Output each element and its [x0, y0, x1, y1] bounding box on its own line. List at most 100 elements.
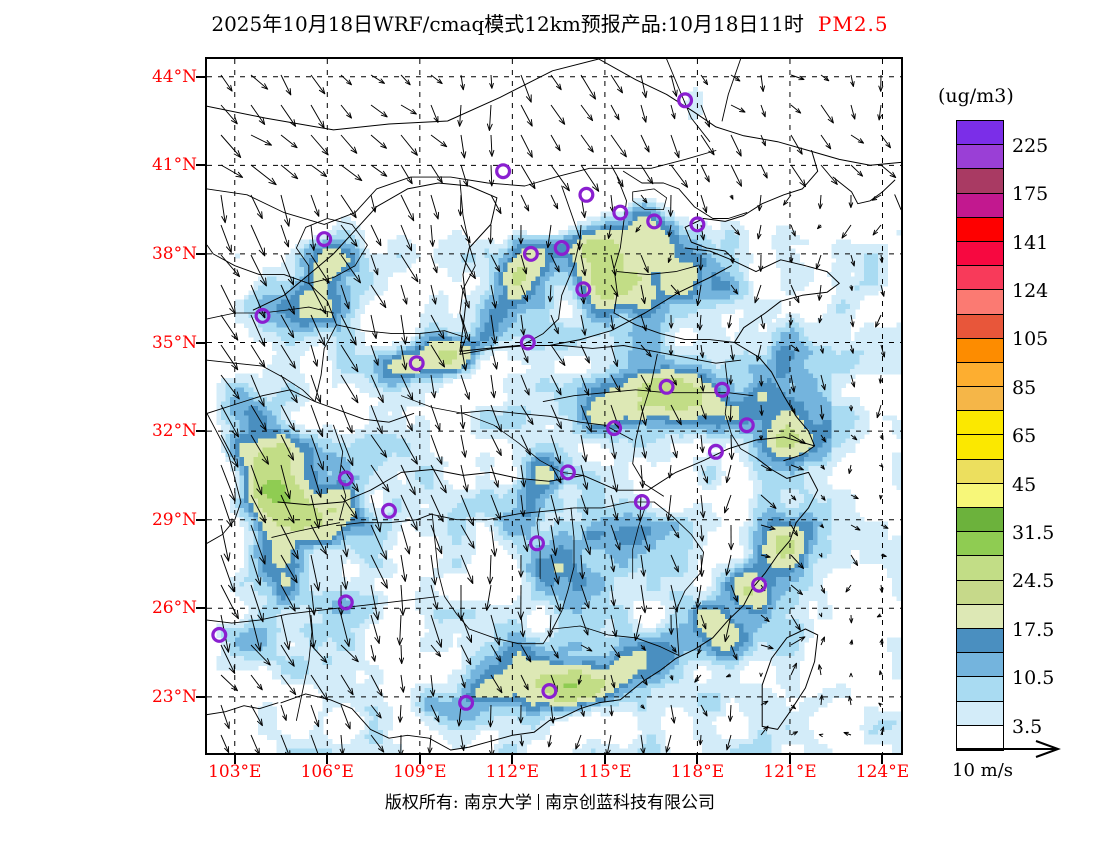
chart-title: 2025年10月18日WRF/cmaq模式12km预报产品:10月18日11时 P… [0, 8, 1100, 38]
city-marker-icon[interactable] [337, 470, 354, 487]
colorbar-tick-label: 141 [1012, 231, 1049, 254]
city-marker-icon[interactable] [529, 535, 546, 552]
colorbar-band[interactable] [957, 532, 1003, 557]
footer-divider [538, 794, 540, 810]
x-axis-tick-label: 118°E [670, 762, 725, 782]
colorbar-band[interactable] [957, 508, 1003, 533]
x-axis-tick [233, 755, 236, 764]
colorbar-tick-label: 105 [1012, 328, 1049, 351]
city-marker-layer[interactable] [211, 92, 768, 711]
colorbar-band[interactable] [957, 169, 1003, 194]
colorbar-band[interactable] [957, 338, 1003, 363]
colorbar-band[interactable] [957, 701, 1003, 726]
x-axis-tick-label: 112°E [485, 762, 540, 782]
colorbar-band[interactable] [957, 145, 1003, 170]
colorbar-band[interactable] [957, 314, 1003, 339]
colorbar-tick-label: 225 [1012, 134, 1049, 157]
x-axis-tick-label: 115°E [578, 762, 632, 782]
colorbar-band[interactable] [957, 193, 1003, 218]
city-marker-icon[interactable] [553, 240, 570, 257]
map-plot-area[interactable] [205, 57, 903, 755]
colorbar-band[interactable] [957, 435, 1003, 460]
city-marker-icon[interactable] [559, 464, 576, 481]
city-marker-icon[interactable] [612, 204, 629, 221]
colorbar-band[interactable] [957, 725, 1003, 750]
y-axis-labels: 44°N 41°N 38°N 35°N 32°N 29°N 26°N 23°N [105, 57, 197, 755]
city-marker-icon[interactable] [714, 381, 731, 398]
y-axis-tick-label: 41°N [151, 155, 197, 176]
city-marker-icon[interactable] [578, 186, 595, 203]
x-axis-tick-label: 106°E [300, 762, 354, 782]
city-marker-icon[interactable] [337, 594, 354, 611]
x-axis-tick [696, 755, 699, 764]
city-marker-icon[interactable] [738, 417, 755, 434]
colorbar-band[interactable] [957, 628, 1003, 654]
city-marker-icon[interactable] [677, 92, 694, 109]
city-marker-icon[interactable] [254, 307, 271, 324]
wind-arrow-icon [956, 740, 1061, 758]
city-marker-icon[interactable] [606, 420, 623, 437]
colorbar-tick-label: 3.5 [1012, 715, 1043, 738]
colorbar-band[interactable] [957, 483, 1003, 508]
city-marker-icon[interactable] [408, 355, 425, 372]
y-axis-ticks [196, 57, 205, 755]
colorbar-band[interactable] [957, 653, 1003, 678]
city-marker-icon[interactable] [211, 626, 228, 643]
city-marker-icon[interactable] [707, 443, 724, 460]
colorbar-swatches[interactable] [956, 120, 1004, 751]
city-marker-icon[interactable] [689, 216, 706, 233]
y-axis-tick [196, 252, 205, 255]
colorbar-band[interactable] [957, 411, 1003, 436]
colorbar-band[interactable] [957, 459, 1003, 484]
city-marker-icon[interactable] [316, 231, 333, 248]
colorbar-band[interactable] [957, 362, 1003, 388]
x-axis-tick [418, 755, 421, 764]
colorbar-tick-label: 65 [1012, 425, 1037, 448]
city-marker-icon[interactable] [381, 502, 398, 519]
colorbar-band[interactable] [957, 241, 1003, 267]
colorbar-band[interactable] [957, 677, 1003, 702]
concentration-field [216, 86, 901, 753]
city-marker-icon[interactable] [751, 576, 768, 593]
colorbar-tick-label: 10.5 [1012, 667, 1055, 690]
map-canvas [207, 59, 901, 753]
city-marker-icon[interactable] [495, 163, 512, 180]
footer-left-text: 版权所有: 南京大学 [384, 793, 533, 813]
x-axis-tick [881, 755, 884, 764]
y-axis-tick [196, 430, 205, 433]
city-marker-icon[interactable] [541, 682, 558, 699]
colorbar-band[interactable] [957, 121, 1003, 146]
wind-scale-legend: 10 m/s [952, 738, 1092, 788]
x-axis-tick [326, 755, 329, 764]
title-species-label: PM2.5 [817, 12, 889, 36]
city-marker-icon[interactable] [575, 281, 592, 298]
y-axis-tick [196, 695, 205, 698]
colorbar-band[interactable] [957, 580, 1003, 605]
colorbar-panel: (ug/m3) 225 175 141 124 105 85 65 45 31.5 24.5 17.… [930, 85, 1100, 785]
city-marker-icon[interactable] [633, 494, 650, 511]
colorbar-band[interactable] [957, 290, 1003, 315]
colorbar-tick-label: 175 [1012, 183, 1049, 206]
colorbar-tick-label: 85 [1012, 376, 1037, 399]
city-marker-icon[interactable] [458, 694, 475, 711]
city-marker-icon[interactable] [519, 334, 536, 351]
colorbar-units-label: (ug/m3) [938, 85, 1014, 107]
colorbar-tick-label: 24.5 [1012, 570, 1055, 593]
colorbar-band[interactable] [957, 604, 1003, 629]
colorbar-band[interactable] [957, 556, 1003, 581]
city-marker-icon[interactable] [658, 378, 675, 395]
x-axis-tick-label: 124°E [855, 762, 910, 782]
y-axis-tick [196, 518, 205, 521]
city-marker-icon[interactable] [646, 213, 663, 230]
y-axis-tick-label: 38°N [151, 243, 197, 264]
colorbar-band[interactable] [957, 217, 1003, 242]
y-axis-tick-label: 29°N [151, 509, 197, 530]
x-axis-tick [788, 755, 791, 764]
colorbar-band[interactable] [957, 387, 1003, 412]
colorbar-band[interactable] [957, 266, 1003, 291]
y-axis-tick [196, 607, 205, 610]
x-axis-tick [603, 755, 606, 764]
colorbar-tick-label: 124 [1012, 279, 1049, 302]
city-marker-icon[interactable] [522, 245, 539, 262]
y-axis-tick-label: 35°N [151, 332, 197, 353]
